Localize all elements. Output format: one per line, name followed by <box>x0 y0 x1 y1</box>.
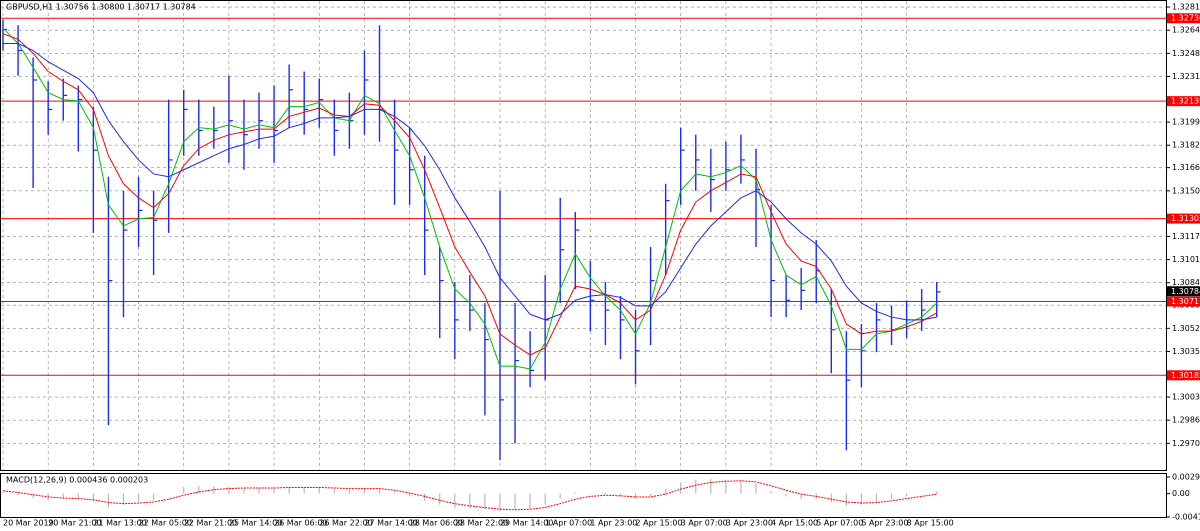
y-tick-label: 1.31175 <box>1172 232 1200 241</box>
moving-average <box>3 42 937 321</box>
x-tick-label: 5 Apr 23:00 <box>861 519 908 528</box>
y-tick-label: 1.32315 <box>1172 72 1200 81</box>
x-tick-label: 21 Mar 13:00 <box>93 519 146 528</box>
moving-average <box>2 27 938 370</box>
x-tick-label: 28 Mar 06:00 <box>410 519 463 528</box>
x-tick-label: 25 Mar 14:00 <box>229 519 282 528</box>
x-tick-label: 4 Apr 15:00 <box>771 519 818 528</box>
y-tick-label: 1.32810 <box>1172 3 1200 12</box>
y-tick-label: 1.32645 <box>1172 26 1200 35</box>
x-tick-label: 3 Apr 07:00 <box>681 519 728 528</box>
level-label-box <box>1167 213 1200 224</box>
x-tick-label: 20 Mar 21:00 <box>48 519 101 528</box>
chart-title: GBPUSD,H1 1.30756 1.30800 1.30717 1.3078… <box>6 3 196 12</box>
y-tick-label: 1.31665 <box>1172 163 1200 172</box>
y-tick-label: 1.29700 <box>1172 439 1200 448</box>
x-tick-label: 22 Mar 21:00 <box>184 519 237 528</box>
level-label: 1.30185 <box>1171 371 1200 380</box>
y-tick-label: 1.32480 <box>1172 49 1200 58</box>
level-label-box <box>1167 370 1200 381</box>
x-tick-label: 28 Mar 22:00 <box>455 519 508 528</box>
y-tick-label: 1.31825 <box>1172 141 1200 150</box>
y-tick-label: 1.30845 <box>1172 278 1200 287</box>
x-tick-label: 27 Mar 14:00 <box>364 519 417 528</box>
moving-average <box>2 33 937 356</box>
x-tick-label: 1 Apr 23:00 <box>590 519 637 528</box>
y-tick-label: 1.31010 <box>1172 255 1200 264</box>
x-tick-label: 8 Apr 15:00 <box>907 519 954 528</box>
current-price-box <box>1167 286 1200 297</box>
current-price-label: 1.30784 <box>1171 287 1200 296</box>
x-tick-label: 2 Apr 15:00 <box>636 519 683 528</box>
level-label: 1.32730 <box>1171 14 1200 23</box>
x-tick-label: 26 Mar 22:00 <box>319 519 372 528</box>
main-panel <box>0 0 1167 471</box>
macd-title: MACD(12,26,9) 0.000436 0.000203 <box>6 476 148 485</box>
x-tick-label: 22 Mar 05:00 <box>139 519 192 528</box>
x-tick-label: 20 Mar 2019 <box>3 519 54 528</box>
level-label-box <box>1167 13 1200 24</box>
y-tick-label: 1.30520 <box>1172 324 1200 333</box>
x-tick-label: 29 Mar 14:00 <box>500 519 553 528</box>
signal-line <box>2 480 937 511</box>
level-label-box <box>1167 96 1200 107</box>
y-tick-label: 1.29865 <box>1172 416 1200 425</box>
level-label: 1.32139 <box>1171 97 1200 106</box>
y-tick-label: 0.00297 <box>1172 473 1200 482</box>
x-tick-label: 1 Apr 07:00 <box>545 519 592 528</box>
y-tick-label: -0.00419 <box>1172 513 1200 522</box>
y-tick-label: 1.30355 <box>1172 347 1200 356</box>
x-tick-label: 3 Apr 23:00 <box>726 519 773 528</box>
x-tick-label: 26 Mar 06:00 <box>274 519 327 528</box>
level-label: 1.31302 <box>1171 214 1200 223</box>
level-label-box <box>1167 296 1200 307</box>
y-tick-label: 1.31990 <box>1172 118 1200 127</box>
macd-panel <box>0 473 1167 518</box>
y-tick-label: 1.30030 <box>1172 393 1200 402</box>
x-tick-label: 5 Apr 07:00 <box>816 519 863 528</box>
y-tick-label: 0.00 <box>1172 489 1190 498</box>
y-tick-label: 1.31500 <box>1172 186 1200 195</box>
